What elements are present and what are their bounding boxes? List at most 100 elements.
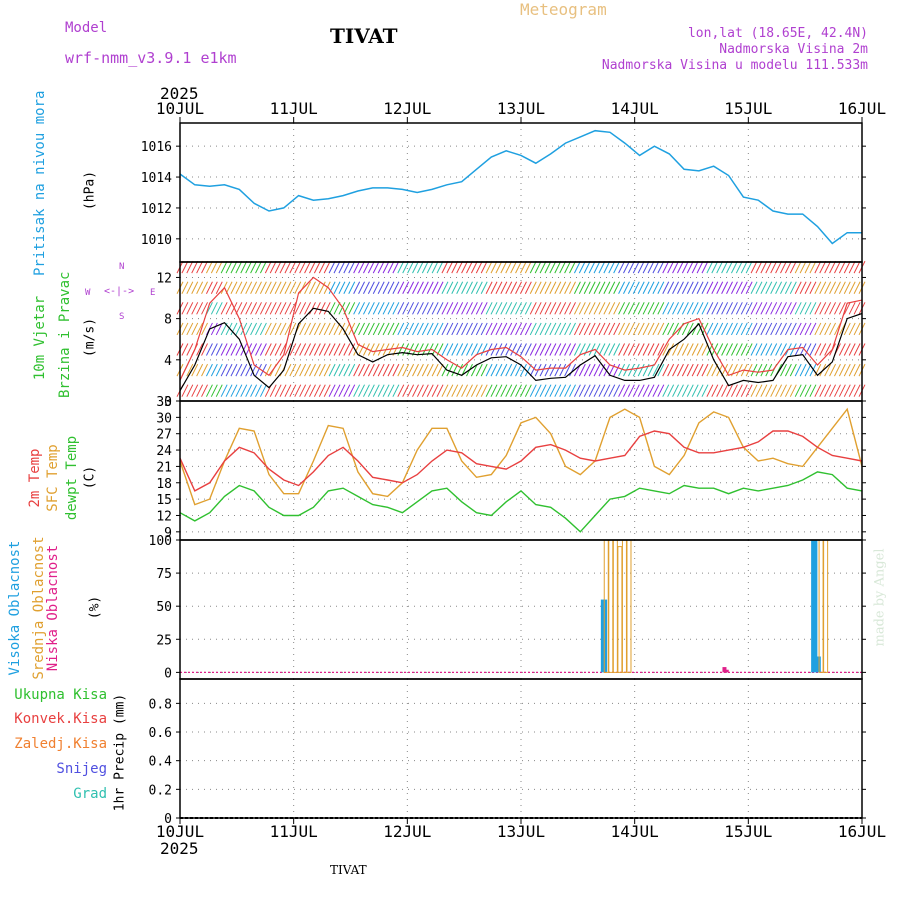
wind-barb [510,363,518,377]
height-label: Nadmorska Visina 2m [719,42,868,57]
wind-barb [495,384,503,397]
wind-barb [780,363,787,377]
wind-barb [652,260,660,274]
wind-barb [397,302,405,315]
wind-barb [623,281,630,294]
wind-barb [225,343,233,356]
wind-barb [834,260,841,274]
wind-barb [446,363,454,377]
wind-barb [544,363,552,377]
wind-barb [220,343,228,356]
wind-barb [284,302,292,315]
wind-barb [205,384,213,397]
wind-barb [559,322,567,336]
wind-barb [696,384,704,397]
wind-barb [814,281,822,294]
wind-barb [289,281,297,294]
wind-barb [377,363,385,377]
wind-barb [608,302,616,315]
wind-barb [662,302,670,315]
wind-barb [328,343,336,356]
wind-barb [274,343,282,356]
y-tick-label: 75 [156,567,172,582]
wind-barb [196,363,204,377]
x-tick-label: 12JUL [383,822,431,841]
wind-barb [333,363,341,377]
wind-barb [780,343,787,356]
wind-barb [549,343,557,356]
wind-barb [686,384,694,397]
wind-barb [480,281,488,294]
wind-barb [304,322,312,336]
wind-barb [529,260,537,274]
wind-barb [637,363,645,377]
wind-barb [726,322,733,336]
wind-barb [691,384,699,397]
wind-barb [760,260,768,274]
wind-barb [451,260,459,274]
wind-barb [726,302,733,315]
wind-barb [564,384,572,397]
wind-barb [838,384,846,397]
wind-barb [804,343,812,356]
wind-barb [392,302,400,315]
wind-barb [387,363,395,377]
wind-barb [269,302,277,315]
wind-barb [672,363,680,377]
wind-barb [279,302,287,315]
wind-barb [524,322,532,336]
wind-barb [466,343,473,356]
wind-barb [573,343,581,356]
wind-barb [323,384,331,397]
wind-barb [583,281,591,294]
wind-barb [304,363,312,377]
wind-barb [196,343,204,356]
wind-barb [362,302,370,315]
wind-barb [613,302,621,315]
wind-barb [529,281,537,294]
wind-barb [534,281,542,294]
y-tick-label: 12 [156,271,172,286]
wind-barb [745,363,753,377]
wind-barb [304,384,312,397]
wind-barb [838,281,846,294]
wind-barb [191,281,199,294]
wind-barb [205,281,213,294]
wind-barb [407,322,415,336]
wind-barb [534,302,542,315]
wind-barb [780,260,787,274]
wind-barb [412,302,419,315]
wind-barb [681,322,689,336]
x-tick-label: 15JUL [724,822,772,841]
wind-barb [814,343,822,356]
wind-barb [215,322,223,336]
wind-barb [382,302,390,315]
wind-barb [529,343,537,356]
wind-barb [348,384,356,397]
wind-barb [201,322,208,336]
wind-barb [672,281,680,294]
wind-barb [475,343,483,356]
y-tick-label: 24 [156,444,172,459]
wind-barb [794,260,802,274]
wind-barb [407,384,415,397]
wind-barb [343,281,351,294]
x-tick-label: 13JUL [497,822,545,841]
wind-barb [397,384,405,397]
wind-barb [348,343,356,356]
wind-barb [618,260,626,274]
wind-barb [559,260,567,274]
wind-speed-line [179,307,863,391]
wind-barb [461,343,469,356]
wind-barb [770,281,778,294]
wind-barb [794,302,802,315]
wind-barb [299,302,307,315]
panel-frame [179,400,863,541]
wind-barb [853,384,861,397]
wind-barb [294,363,302,377]
wind-barb [500,343,508,356]
wind-barb [191,322,199,336]
wind-barb [780,384,787,397]
wind-barb [539,363,547,377]
wind-barb [397,260,405,274]
